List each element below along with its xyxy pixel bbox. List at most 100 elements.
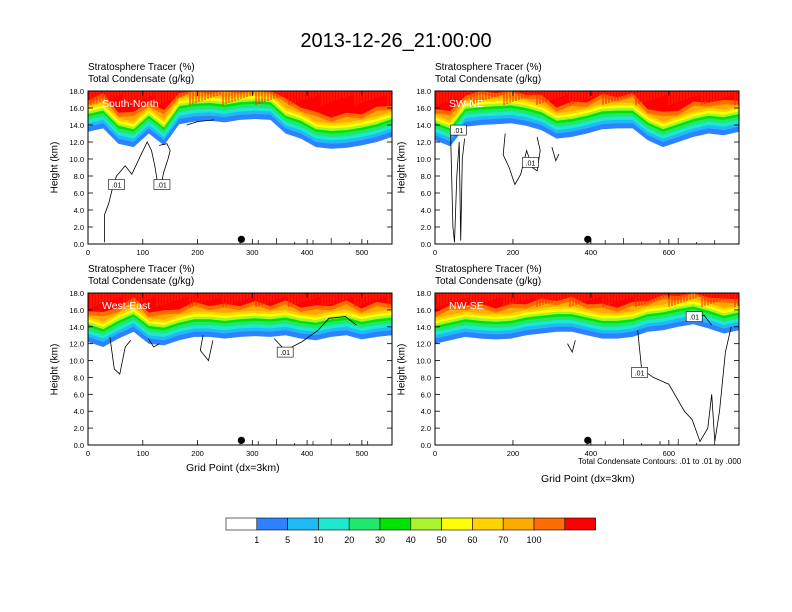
condensate-contour	[199, 335, 214, 362]
y-tick-label: 14.0	[69, 323, 84, 332]
colorbar-swatch	[318, 517, 350, 531]
y-tick-label: 8.0	[421, 373, 431, 382]
colorbar-label: 10	[313, 535, 323, 545]
y-tick-label: 8.0	[421, 172, 431, 181]
y-tick-label: 6.0	[421, 189, 431, 198]
cross-section-label: West-East	[102, 300, 150, 312]
tracer-band-11	[88, 91, 392, 118]
condensate-contour	[637, 326, 732, 443]
y-tick-label: 14.0	[416, 121, 431, 130]
x-tick-label: 0	[86, 449, 90, 458]
y-tick-label: 16.0	[69, 104, 84, 113]
colorbar-swatch	[379, 517, 412, 531]
panel-3-plot: .01 West-East 0.0 2.0 4.0 6.0 8.0 10.0 12.0 14.0 1…	[69, 289, 393, 458]
condensate-label: Total Condensate (g/kg)	[435, 276, 542, 287]
y-tick-label: 6.0	[421, 390, 431, 399]
x-tick-label: 200	[507, 248, 520, 257]
y-tick-label: 4.0	[421, 206, 431, 215]
y-tick-label: 10.0	[69, 357, 84, 366]
y-tick-label: 2.0	[74, 424, 84, 433]
panel-2-plot: .01 .01 SW-NE 0.0 2.0 4.0 6.0 8.0 10.0 12.0 14.0 16…	[416, 87, 740, 257]
colorbar: 1 5 10 20 30 40 50 60 70 100	[225, 517, 596, 545]
contour-label-box	[685, 311, 703, 322]
contour-label: .01	[157, 183, 167, 190]
plot-frame	[434, 292, 740, 446]
tracer-band-11	[435, 293, 739, 313]
tracer-field	[435, 293, 739, 445]
condensate-contour	[109, 336, 132, 375]
colorbar-label: 70	[498, 535, 508, 545]
bottom-left-x-axis-label: Grid Point (dx=3km)	[186, 462, 280, 474]
tracer-top-streaks	[435, 293, 739, 307]
y-tick-label: 8.0	[74, 172, 84, 181]
condensate-contour	[450, 133, 465, 243]
cross-section-label: NW-SE	[449, 300, 484, 312]
y-tick-label: 10.0	[416, 155, 431, 164]
contour-label-box	[108, 179, 125, 190]
tracer-top-streaks	[88, 91, 392, 105]
x-tick-label: 500	[356, 449, 369, 458]
panel-1-field-labels: Stratosphere Tracer (%) Total Condensate…	[88, 62, 195, 86]
y-tick-label: 16.0	[69, 306, 84, 315]
colorbar-swatch	[564, 517, 596, 531]
y-tick-label: 10.0	[69, 155, 84, 164]
colorbar-swatch	[502, 517, 535, 531]
x-tick-label: 500	[356, 248, 369, 257]
tracer-label: Stratosphere Tracer (%)	[435, 264, 542, 275]
colorbar-swatch	[441, 517, 473, 531]
tracer-field	[88, 91, 392, 244]
colorbar-swatch	[472, 517, 504, 531]
contour-label-box	[276, 346, 294, 358]
y-tick-label: 12.0	[416, 340, 431, 349]
x-tick-label: 400	[301, 248, 314, 257]
colorbar-label: 5	[285, 535, 290, 545]
y-tick-label: 6.0	[74, 390, 84, 399]
y-tick-label: 0.0	[74, 240, 84, 249]
y-tick-label: 8.0	[74, 373, 84, 382]
y-tick-label: 4.0	[74, 206, 84, 215]
colorbar-swatch	[410, 517, 442, 531]
contour-label: .01	[112, 183, 122, 190]
colorbar-label: 20	[344, 535, 354, 545]
x-tick-label: 600	[663, 449, 676, 458]
tracer-top-streaks	[88, 293, 392, 307]
y-tick-label: 12.0	[69, 138, 84, 147]
plot-frame	[87, 90, 393, 245]
x-tick-label: 0	[433, 449, 437, 458]
contour-label: .01	[280, 350, 290, 357]
y-tick-label: 2.0	[74, 223, 84, 232]
contour-label-box	[153, 179, 171, 190]
condensate-label: Total Condensate (g/kg)	[435, 74, 542, 85]
y-tick-label: 14.0	[69, 121, 84, 130]
condensate-contour	[567, 340, 576, 354]
y-tick-label: 4.0	[74, 407, 84, 416]
y-tick-label: 18.0	[416, 289, 431, 298]
colorbar-swatch	[256, 517, 288, 531]
colorbar-label: 100	[526, 535, 541, 545]
y-tick-label: 4.0	[421, 407, 431, 416]
y-tick-label: 10.0	[416, 357, 431, 366]
colorbar-swatch	[348, 517, 381, 531]
y-tick-label: 12.0	[416, 138, 431, 147]
x-tick-label: 200	[507, 449, 520, 458]
x-tick-label: 100	[137, 449, 150, 458]
panel-2-field-labels: Stratosphere Tracer (%) Total Condensate…	[435, 62, 542, 86]
tracer-label: Stratosphere Tracer (%)	[88, 62, 195, 73]
colorbar-label: 40	[406, 535, 416, 545]
contour-interval-note: Total Condensate Contours: .01 to .01 by…	[578, 457, 742, 466]
tracer-label: Stratosphere Tracer (%)	[88, 264, 195, 275]
condensate-contour	[551, 146, 560, 162]
location-marker-dot	[237, 235, 245, 243]
contour-label: .01	[454, 128, 464, 135]
x-tick-label: 0	[86, 248, 90, 257]
plot-frame	[87, 292, 393, 446]
cross-section-label: South-North	[102, 98, 159, 110]
x-tick-label: 100	[137, 248, 150, 257]
y-tick-label: 6.0	[74, 189, 84, 198]
y-tick-label: 16.0	[416, 104, 431, 113]
y-tick-label: 12.0	[69, 340, 84, 349]
panel-1-plot: .01 .01 South-North 0.0 2.0 4.0 6.0 8.0 10.0 12.0…	[69, 87, 393, 257]
contour-label-box	[522, 157, 539, 168]
